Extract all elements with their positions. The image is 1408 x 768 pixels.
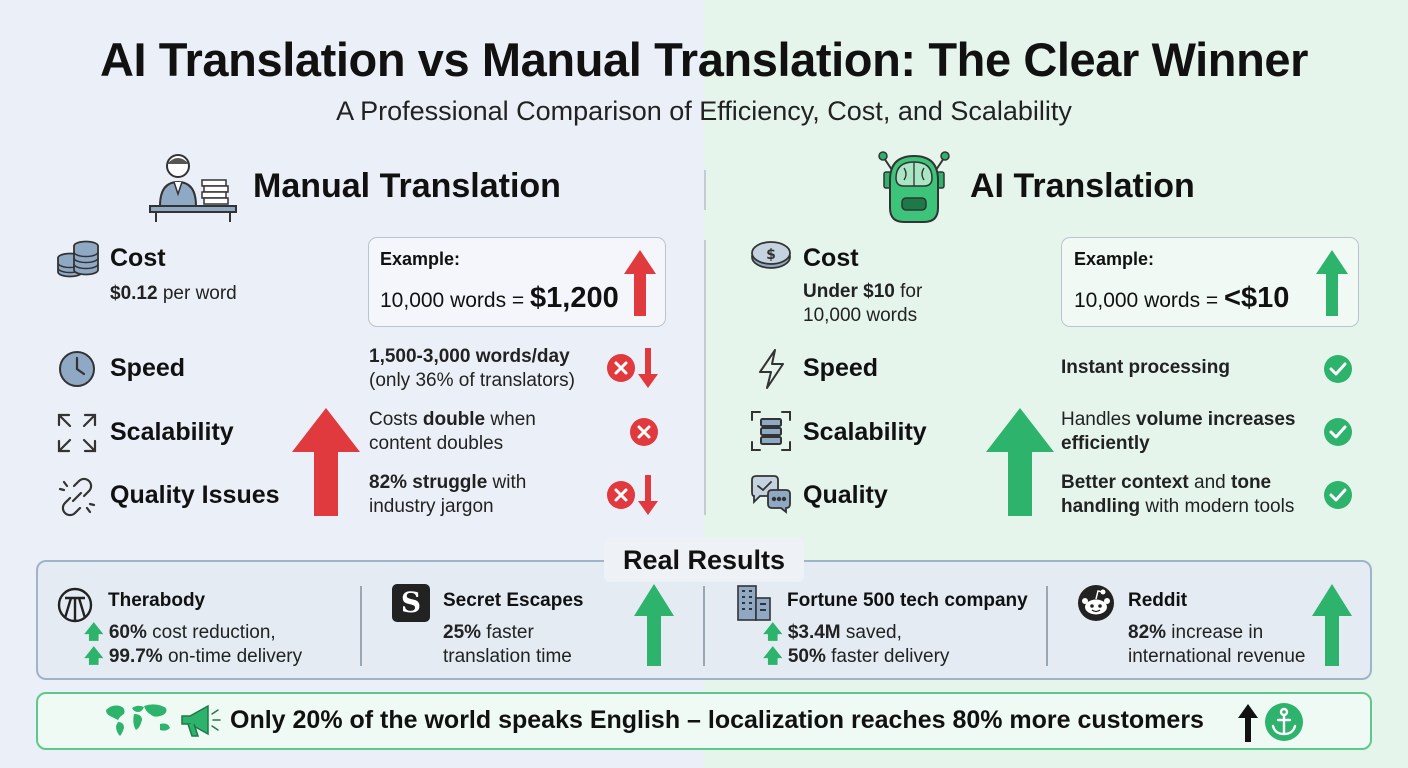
- broken-link-icon: [56, 476, 98, 518]
- manual-cost-label: Cost: [110, 244, 166, 272]
- secret-escapes-logo-icon: S: [392, 584, 430, 622]
- manual-speed-label: Speed: [110, 354, 186, 382]
- case-detail: 25% faster translation time: [443, 622, 572, 667]
- chat-bubbles-icon: [748, 474, 792, 514]
- results-divider: [360, 586, 362, 666]
- green-up-arrow-icon: [1316, 250, 1348, 316]
- green-up-arrow-icon: [1312, 584, 1352, 666]
- red-up-arrow-icon: [624, 250, 656, 316]
- case-detail: 🡅 $3.4M saved, 🡅 50% faster delivery: [763, 622, 950, 667]
- ai-cost-price: Under $10 for 10,000 words: [803, 281, 923, 326]
- x-circle-icon: [606, 480, 636, 510]
- manual-example-box: [368, 237, 666, 327]
- big-green-up-arrow-icon: [986, 408, 1054, 516]
- page-subtitle: A Professional Comparison of Efficiency,…: [336, 96, 1072, 126]
- manual-scalability-text: Costs double when content doubles: [369, 409, 536, 454]
- column-divider: [704, 240, 706, 515]
- ai-speed-text: Instant processing: [1061, 357, 1230, 378]
- footer-banner: [36, 692, 1372, 750]
- ai-scalability-label: Scalability: [803, 418, 927, 446]
- green-up-arrow-icon: [634, 584, 674, 666]
- ai-example-box: [1061, 237, 1359, 327]
- anchor-icon: [1264, 702, 1304, 742]
- page-title: AI Translation vs Manual Translation: Th…: [99, 33, 1309, 86]
- manual-heading: Manual Translation: [253, 167, 561, 205]
- manual-speed-text: 1,500-3,000 words/day (only 36% of transl…: [369, 346, 575, 391]
- ai-example-label: Example:: [1074, 249, 1155, 269]
- case-name: Secret Escapes: [443, 590, 584, 611]
- case-name: Reddit: [1128, 590, 1188, 611]
- megaphone-icon: [178, 702, 222, 740]
- check-circle-icon: [1323, 354, 1353, 384]
- manual-example-label: Example:: [380, 249, 461, 269]
- ai-speed-label: Speed: [803, 354, 879, 382]
- manual-quality-label: Quality Issues: [110, 481, 280, 509]
- therabody-logo-icon: [56, 586, 94, 624]
- ai-cost-label: Cost: [803, 244, 859, 272]
- red-down-arrow-icon: [638, 348, 658, 388]
- expand-arrows-icon: [56, 412, 98, 454]
- manual-quality-text: 82% struggle with industry jargon: [369, 472, 527, 517]
- lightning-icon: [756, 348, 786, 390]
- ai-quality-text: Better context and tone handling with mod…: [1061, 472, 1295, 517]
- results-divider: [703, 586, 705, 666]
- case-detail: 82% increase in international revenue: [1128, 622, 1306, 667]
- results-divider: [1046, 586, 1048, 666]
- footer-text: Only 20% of the world speaks English – l…: [230, 706, 1204, 734]
- reddit-logo-icon: [1077, 584, 1115, 622]
- svg-text:$: $: [766, 247, 776, 263]
- ai-example-line: 10,000 words = <$10: [1074, 282, 1290, 314]
- world-map-icon: [104, 702, 176, 738]
- big-red-up-arrow-icon: [292, 408, 360, 516]
- translator-desk-icon: [146, 150, 238, 224]
- case-name: Fortune 500 tech company: [787, 590, 1028, 611]
- coins-icon: [56, 238, 100, 278]
- case-name: Therabody: [108, 590, 206, 611]
- manual-cost-price: $0.12 per word: [110, 283, 237, 304]
- results-title: Real Results: [604, 538, 804, 582]
- check-circle-icon: [1323, 417, 1353, 447]
- column-divider-top: [704, 170, 706, 210]
- ai-quality-label: Quality: [803, 481, 888, 509]
- x-circle-icon: [606, 353, 636, 383]
- buildings-icon: [736, 582, 772, 622]
- clock-icon: [58, 350, 96, 388]
- server-scale-icon: [750, 410, 792, 452]
- robot-brain-icon: [874, 150, 954, 226]
- coin-icon: $: [750, 240, 792, 270]
- check-circle-icon: [1323, 480, 1353, 510]
- black-up-arrow-icon: [1238, 704, 1258, 742]
- red-down-arrow-icon: [638, 475, 658, 515]
- ai-scalability-text: Handles volume increases efficiently: [1061, 409, 1296, 454]
- manual-scalability-label: Scalability: [110, 418, 234, 446]
- case-detail: 🡅 60% cost reduction, 🡅 99.7% on-time de…: [84, 622, 303, 667]
- ai-heading: AI Translation: [970, 167, 1195, 205]
- x-circle-icon: [629, 417, 659, 447]
- manual-example-line: 10,000 words = $1,200: [380, 282, 619, 314]
